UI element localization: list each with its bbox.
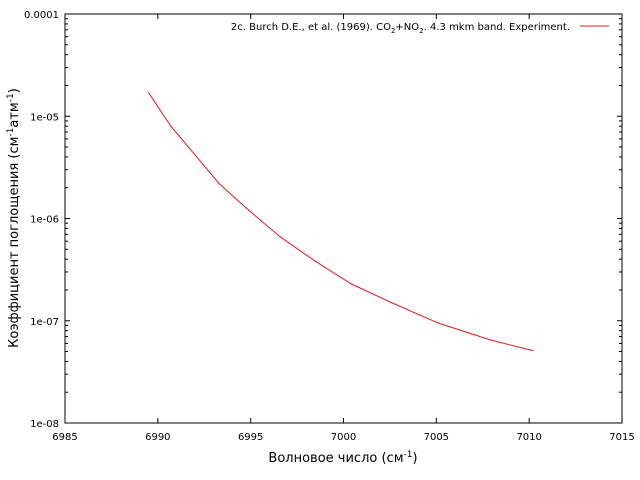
data-point [279, 236, 281, 238]
legend-label: 2c. Burch D.E., et al. (1969). CO2+NO2. … [231, 22, 570, 35]
x-tick-label: 7005 [424, 432, 449, 443]
data-point [147, 92, 150, 94]
series-line [148, 92, 534, 352]
data-point [170, 125, 172, 127]
data-point [218, 182, 220, 185]
x-tick-label: 7010 [516, 432, 541, 443]
x-tick-label: 6985 [52, 432, 77, 443]
y-tick-label: 1e-07 [30, 317, 59, 328]
legend: 2c. Burch D.E., et al. (1969). CO2+NO2. … [231, 22, 609, 35]
x-tick-label: 6995 [238, 432, 263, 443]
x-tick-label: 7015 [609, 432, 634, 443]
y-axis-title: Коэффициент поглощения (см-1атм-1) [6, 88, 22, 348]
data-point [532, 350, 534, 352]
data-point [489, 339, 491, 341]
x-axis-title: Волновое число (см-1) [268, 450, 417, 466]
y-tick-label: 1e-05 [30, 112, 59, 123]
y-tick-label: 1e-08 [30, 419, 59, 430]
data-point [391, 302, 393, 304]
data-point [315, 260, 317, 263]
plot-frame [64, 13, 623, 424]
data-point [248, 209, 250, 212]
data-point [194, 154, 196, 156]
x-tick-label: 6990 [145, 432, 170, 443]
y-tick-label: 0.0001 [24, 10, 59, 21]
series-points [147, 92, 534, 352]
x-axis-ticks: 6985 6990 6995 7000 7005 7010 7015 [52, 14, 635, 443]
y-tick-label: 1e-06 [30, 215, 59, 226]
x-tick-label: 7000 [331, 432, 356, 443]
data-point [437, 322, 439, 324]
data-point [350, 283, 352, 285]
y-axis-ticks: 1e-08 1e-07 1e-06 1e-05 0.0001 [24, 10, 622, 430]
